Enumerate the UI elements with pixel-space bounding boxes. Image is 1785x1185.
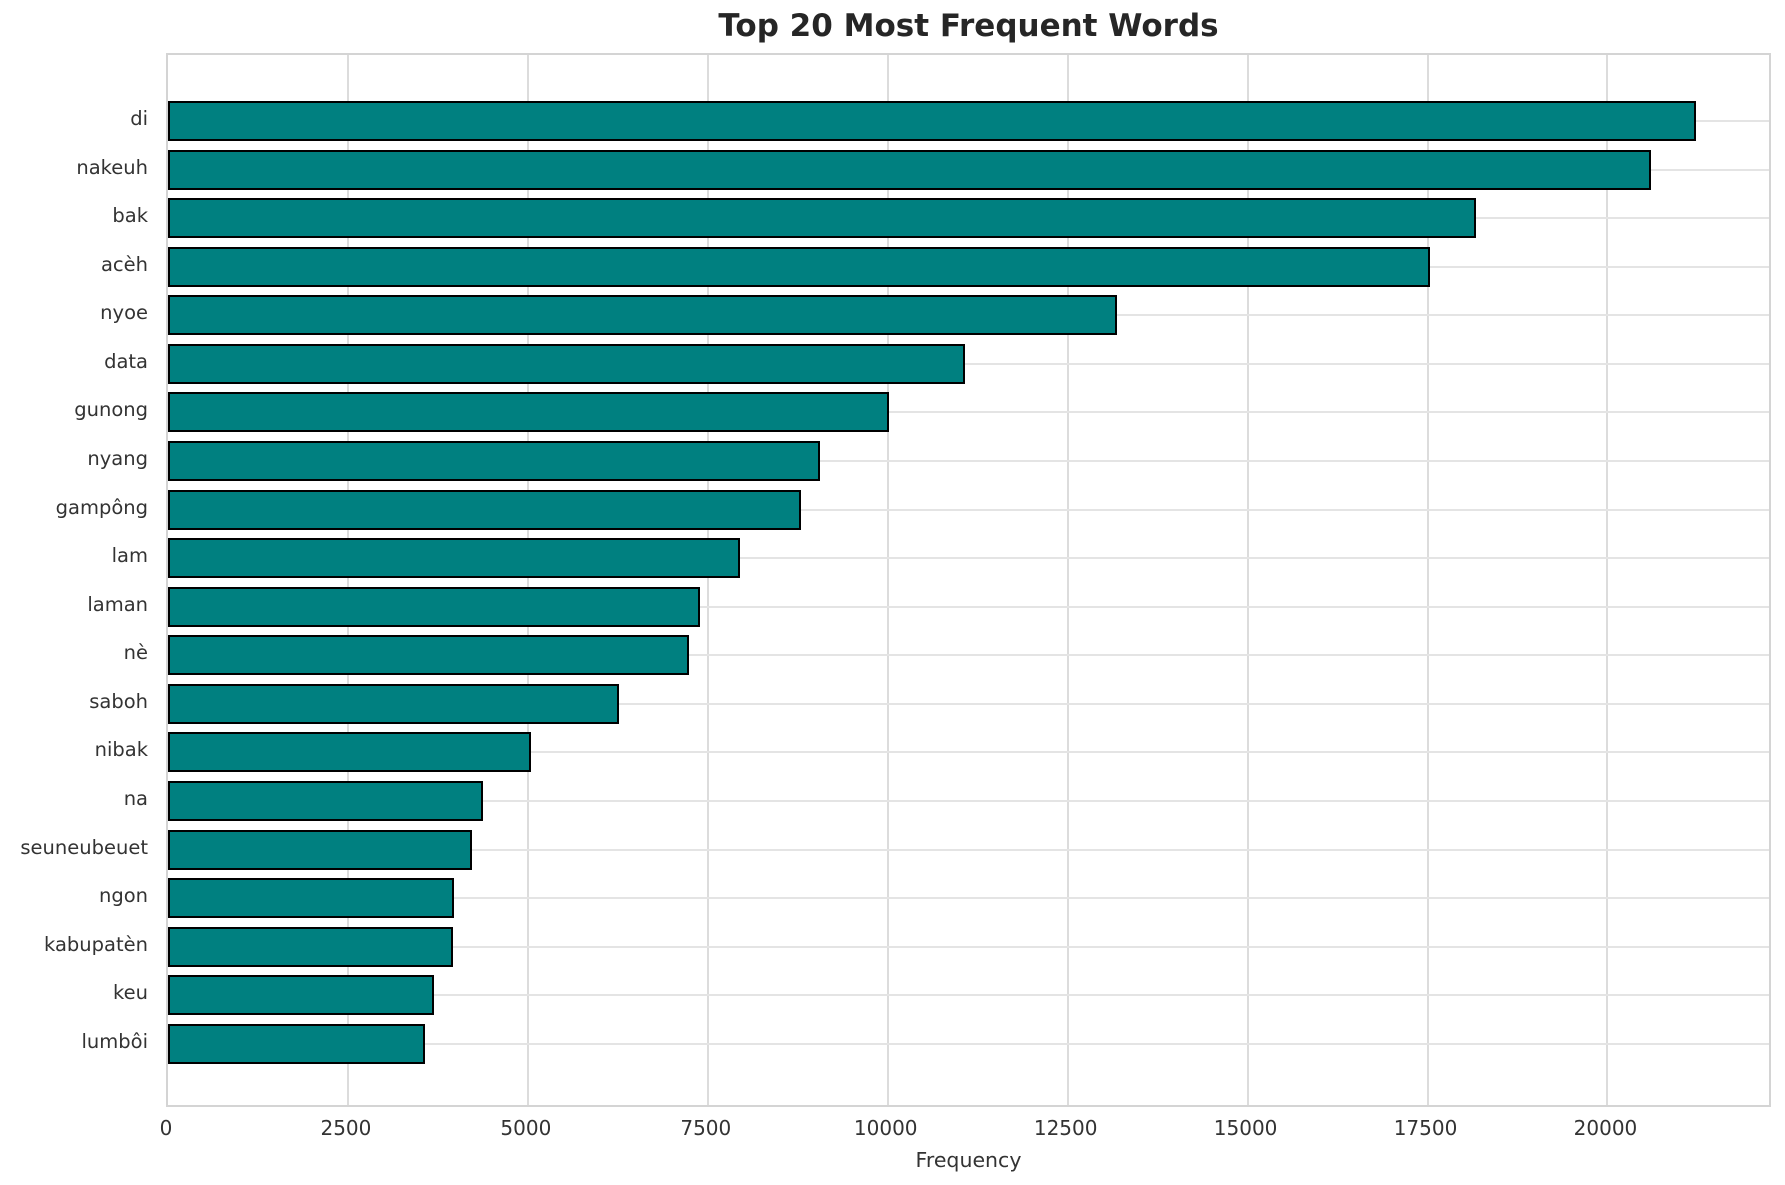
bar-nyang bbox=[168, 440, 821, 481]
x-gridline bbox=[1246, 55, 1249, 1105]
x-tick-label: 0 bbox=[159, 1116, 173, 1140]
y-gridline bbox=[168, 848, 1769, 851]
y-gridline bbox=[168, 459, 1769, 462]
bar-di bbox=[168, 101, 1696, 141]
y-gridline bbox=[168, 411, 1769, 414]
y-tick-label: seuneubeuet bbox=[20, 835, 148, 859]
x-gridline bbox=[706, 55, 709, 1105]
bar-bak bbox=[168, 198, 1477, 239]
x-gridline bbox=[886, 55, 889, 1105]
bar-kabupatèn bbox=[168, 926, 453, 967]
y-tick-label: lam bbox=[111, 544, 148, 568]
bar-nakeuh bbox=[168, 149, 1652, 190]
y-tick-label: lumbôi bbox=[81, 1029, 149, 1053]
x-gridline bbox=[1606, 55, 1609, 1105]
y-tick-label: data bbox=[104, 349, 148, 373]
x-tick-label: 10000 bbox=[853, 1116, 918, 1140]
y-tick-label: nè bbox=[123, 641, 148, 665]
chart-title: Top 20 Most Frequent Words bbox=[718, 8, 1219, 44]
x-tick-label: 2500 bbox=[320, 1116, 372, 1140]
x-tick-label: 7500 bbox=[680, 1116, 732, 1140]
y-gridline bbox=[168, 508, 1769, 511]
y-tick-label: nyang bbox=[87, 446, 148, 470]
bar-nè bbox=[168, 635, 690, 676]
bar-saboh bbox=[168, 683, 619, 724]
x-tick-label: 5000 bbox=[500, 1116, 552, 1140]
bar-seuneubeuet bbox=[168, 829, 473, 870]
bar-ngon bbox=[168, 878, 454, 919]
y-tick-label: di bbox=[130, 107, 148, 130]
bar-gunong bbox=[168, 392, 890, 433]
x-gridline bbox=[1066, 55, 1069, 1105]
y-tick-label: kabupatèn bbox=[44, 932, 148, 956]
x-tick-label: 12500 bbox=[1033, 1116, 1098, 1140]
x-tick-label: 17500 bbox=[1393, 1116, 1458, 1140]
y-tick-label: bak bbox=[112, 204, 148, 228]
y-gridline bbox=[168, 605, 1769, 608]
y-tick-label: acèh bbox=[100, 252, 148, 276]
x-tick-label: 20000 bbox=[1573, 1116, 1638, 1140]
bar-lam bbox=[168, 538, 741, 579]
y-tick-label: nyoe bbox=[100, 301, 148, 325]
y-tick-label: laman bbox=[87, 592, 148, 616]
bar-data bbox=[168, 343, 966, 384]
x-gridline bbox=[346, 55, 349, 1105]
y-tick-label: ngon bbox=[98, 884, 148, 908]
bar-keu bbox=[168, 975, 434, 1016]
y-gridline bbox=[168, 897, 1769, 900]
x-gridline bbox=[1426, 55, 1429, 1105]
y-tick-label: gunong bbox=[74, 398, 148, 422]
y-gridline bbox=[168, 799, 1769, 802]
bar-laman bbox=[168, 586, 700, 627]
y-tick-label: nibak bbox=[94, 738, 148, 762]
y-tick-label: na bbox=[123, 786, 148, 810]
y-tick-label: keu bbox=[113, 981, 148, 1005]
plot-area bbox=[166, 53, 1771, 1107]
x-tick-label: 15000 bbox=[1213, 1116, 1278, 1140]
x-gridline bbox=[526, 55, 529, 1105]
y-gridline bbox=[168, 994, 1769, 997]
x-axis-label: Frequency bbox=[915, 1148, 1022, 1172]
bar-nibak bbox=[168, 732, 532, 773]
y-gridline bbox=[168, 751, 1769, 754]
bar-lumbôi bbox=[168, 1023, 425, 1064]
y-tick-label: gampông bbox=[55, 495, 148, 519]
bar-gampông bbox=[168, 489, 801, 530]
y-gridline bbox=[168, 1042, 1769, 1045]
y-tick-label: saboh bbox=[89, 689, 148, 713]
bar-na bbox=[168, 780, 484, 821]
y-tick-label: nakeuh bbox=[76, 155, 148, 179]
bar-nyoe bbox=[168, 295, 1118, 336]
y-gridline bbox=[168, 702, 1769, 705]
y-gridline bbox=[168, 362, 1769, 365]
y-gridline bbox=[168, 654, 1769, 657]
bar-acèh bbox=[168, 246, 1430, 287]
y-gridline bbox=[168, 945, 1769, 948]
y-gridline bbox=[168, 557, 1769, 560]
